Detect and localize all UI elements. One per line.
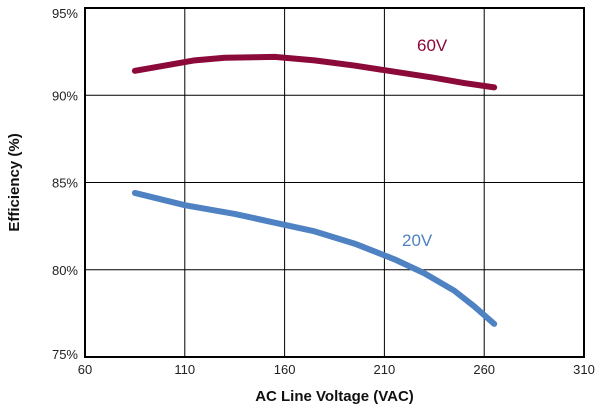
- series-label-20v: 20V: [402, 231, 433, 250]
- y-tick-labels: 75% 80% 85% 90% 95%: [52, 6, 78, 362]
- y-tick-label: 75%: [52, 347, 78, 362]
- series-lines: [131, 53, 498, 327]
- y-tick-label: 85%: [52, 176, 78, 191]
- x-tick-label: 310: [573, 362, 595, 377]
- x-axis-title: AC Line Voltage (VAC): [255, 388, 414, 405]
- y-tick-label: 80%: [52, 263, 78, 278]
- x-tick-label: 110: [174, 362, 195, 377]
- x-tick-label: 60: [78, 362, 92, 377]
- series-label-60v: 60V: [417, 36, 448, 55]
- series-line-60v: [131, 53, 498, 91]
- x-tick-label: 260: [473, 362, 495, 377]
- y-tick-label: 95%: [52, 6, 78, 21]
- x-tick-labels: 60 110 160 210 260 310: [78, 362, 595, 377]
- x-tick-label: 160: [274, 362, 296, 377]
- y-axis-title: Efficiency (%): [6, 133, 23, 231]
- series-labels: 60V 20V: [402, 36, 448, 250]
- y-tick-label: 90%: [52, 88, 78, 103]
- plot-frame: [84, 7, 585, 358]
- series-line-20v: [131, 189, 498, 327]
- x-tick-label: 210: [374, 362, 396, 377]
